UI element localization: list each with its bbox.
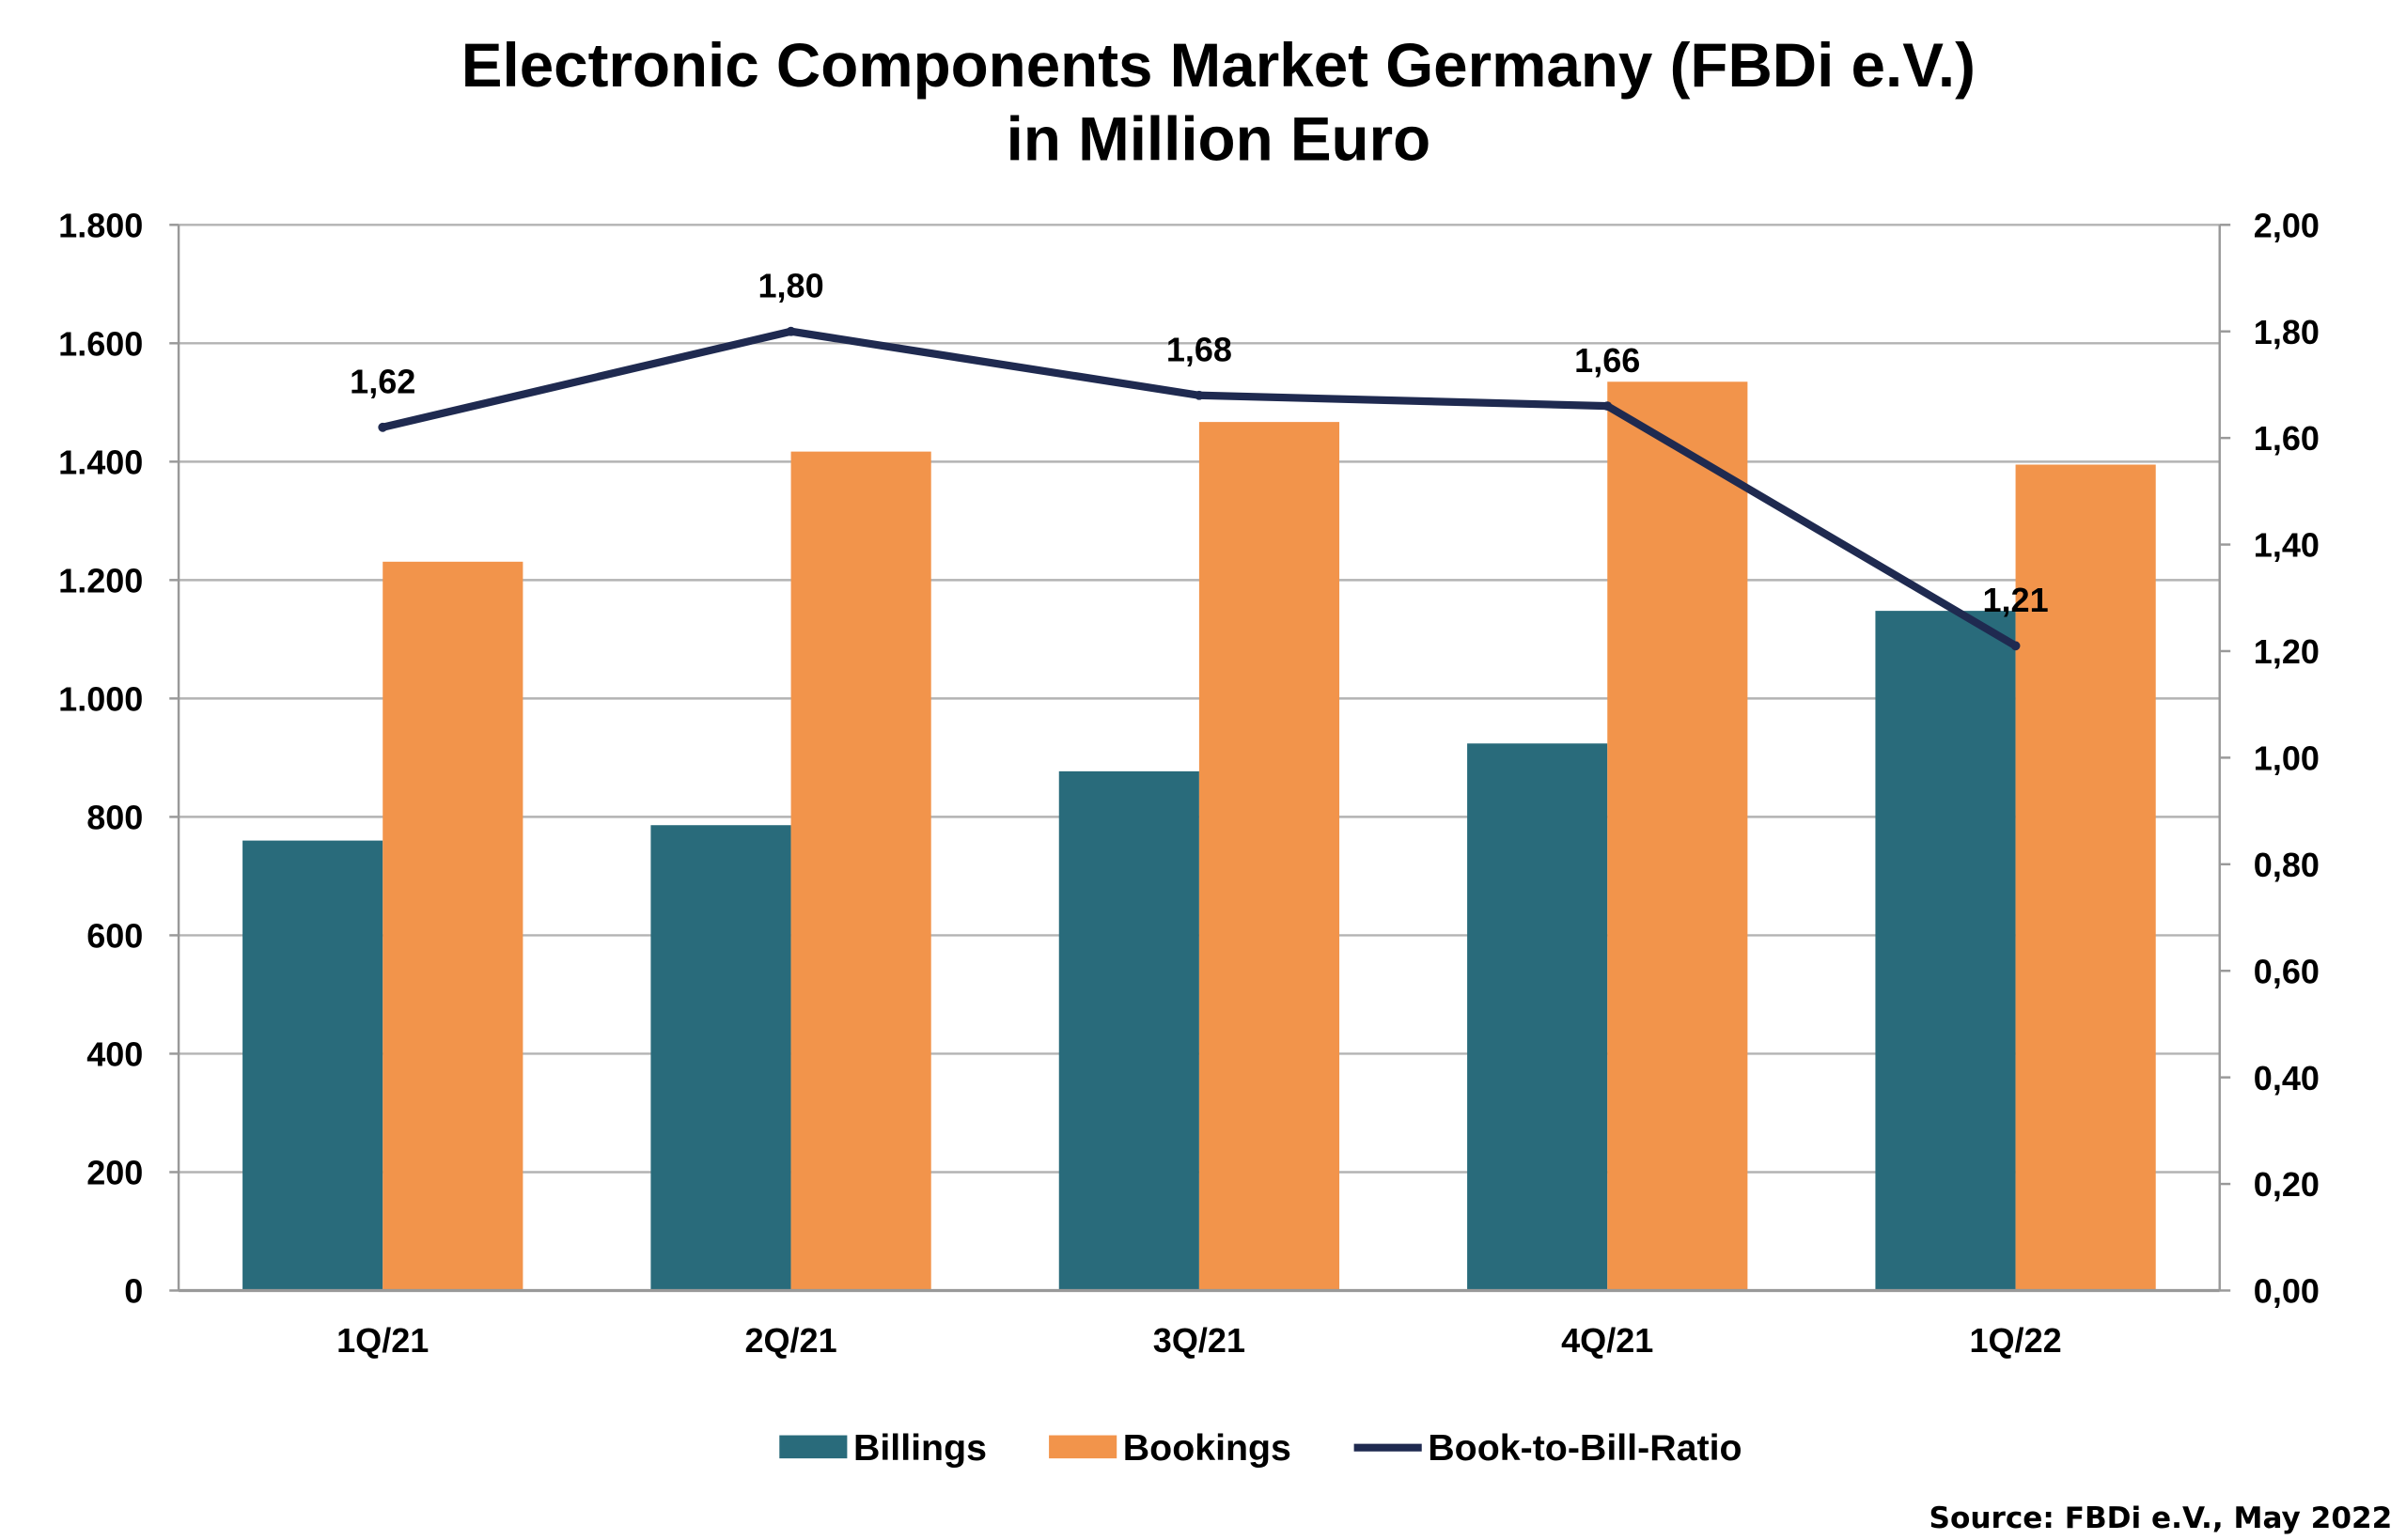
right-tick-label: 1,20 [2254,632,2320,671]
x-tick-label: 3Q/21 [1153,1321,1245,1360]
left-tick-label: 600 [86,917,143,956]
x-tick-label: 1Q/21 [336,1321,429,1360]
right-tick-label: 1,40 [2254,526,2320,565]
left-tick-label: 0 [124,1272,143,1311]
x-tick-label: 2Q/21 [744,1321,836,1360]
ratio-data-label: 1,62 [350,363,415,401]
ratio-data-label: 1,80 [758,267,823,305]
bar-billings [242,840,383,1291]
ratio-data-label: 1,66 [1574,341,1640,380]
bar-bookings [1198,422,1340,1291]
chart-subtitle: in Million Euro [1007,104,1431,173]
bar-bookings [2015,464,2156,1291]
ratio-data-label: 1,68 [1166,331,1232,369]
bar-billings [650,825,791,1291]
bar-bookings [383,561,523,1291]
ratio-line-group: 1,62 1,80 1,68 1,66 1,21 [350,267,2049,651]
legend-label: Billings [853,1427,987,1469]
right-tick-label: 0,00 [2254,1272,2320,1311]
axes: 0 200 400 600 800 1.000 1.200 1.400 1.600 1.800 0,… [58,206,2320,1360]
bar-bookings [1607,381,1748,1291]
legend-label: Bookings [1123,1427,1291,1469]
ratio-data-label: 1,21 [1982,581,2048,619]
ratio-point [378,422,388,432]
left-tick-label: 1.000 [58,679,143,718]
legend-swatch-bookings [1049,1435,1117,1459]
left-tick-label: 1.800 [58,206,143,244]
bar-bookings [790,451,931,1291]
left-tick-label: 1.600 [58,324,143,363]
right-tick-label: 1,00 [2254,739,2320,777]
legend-label: Book-to-Bill-Ratio [1428,1427,1742,1469]
right-tick-label: 2,00 [2254,206,2320,244]
left-tick-label: 800 [86,799,143,837]
right-tick-label: 0,40 [2254,1059,2320,1097]
left-tick-label: 200 [86,1154,143,1192]
ratio-point [786,326,796,336]
ratio-point [1602,401,1613,412]
bar-billings [1875,611,2016,1291]
left-tick-label: 1.200 [58,561,143,599]
legend-swatch-billings [779,1435,848,1459]
right-tick-label: 0,80 [2254,846,2320,884]
left-tick-label: 1.400 [58,443,143,481]
right-tick-label: 0,20 [2254,1165,2320,1204]
right-tick-label: 1,80 [2254,313,2320,351]
bars [242,381,2156,1291]
legend: Billings Bookings Book-to-Bill-Ratio [779,1427,1742,1469]
right-tick-label: 1,60 [2254,419,2320,458]
source-note: Source: FBDi e.V., May 2022 [1929,1501,2393,1535]
x-tick-label: 4Q/21 [1561,1321,1653,1360]
chart-title: Electronic Components Market Germany (FB… [461,31,1976,100]
bar-billings [1058,770,1199,1291]
left-tick-label: 400 [86,1035,143,1074]
x-tick-label: 1Q/22 [1969,1321,2061,1360]
bar-billings [1467,743,1608,1291]
ratio-point [1194,390,1204,400]
right-tick-label: 0,60 [2254,952,2320,990]
ratio-point [2010,641,2021,651]
